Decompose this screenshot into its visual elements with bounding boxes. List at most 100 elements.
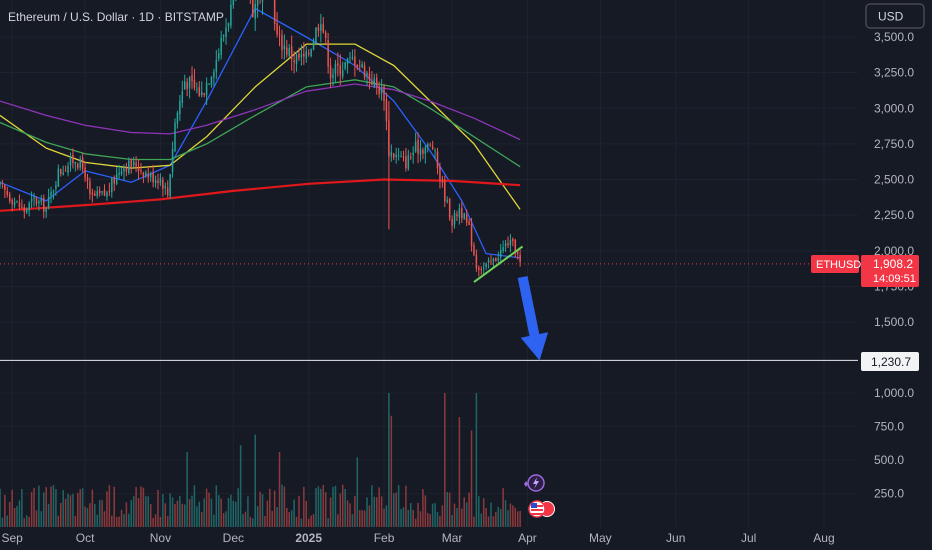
candle-body[interactable]: [453, 212, 456, 225]
candle-body[interactable]: [473, 245, 475, 255]
candle-body[interactable]: [16, 201, 18, 203]
candle-body[interactable]: [140, 169, 142, 172]
candle-body[interactable]: [368, 73, 371, 80]
candle-body[interactable]: [79, 159, 81, 168]
candle-body[interactable]: [91, 192, 94, 195]
candle-body[interactable]: [55, 185, 57, 189]
candle-body[interactable]: [256, 0, 259, 6]
candle-body[interactable]: [390, 152, 393, 157]
candle-body[interactable]: [130, 158, 133, 168]
candle-body[interactable]: [448, 199, 451, 219]
candle-body[interactable]: [106, 192, 108, 197]
candle-body[interactable]: [176, 112, 179, 124]
candle-body[interactable]: [366, 72, 368, 76]
candle-body[interactable]: [514, 239, 517, 253]
candle-body[interactable]: [446, 200, 448, 203]
candle-body[interactable]: [427, 144, 429, 148]
candle-body[interactable]: [57, 168, 60, 187]
candle-body[interactable]: [118, 172, 120, 175]
candle-body[interactable]: [108, 190, 111, 192]
candle-body[interactable]: [317, 27, 320, 31]
candle-body[interactable]: [86, 177, 89, 181]
candle-body[interactable]: [145, 172, 147, 176]
candle-body[interactable]: [77, 163, 79, 168]
candle-body[interactable]: [307, 52, 310, 55]
candle-body[interactable]: [519, 254, 521, 262]
candle-body[interactable]: [329, 65, 332, 79]
candle-body[interactable]: [402, 156, 405, 158]
candle-body[interactable]: [232, 0, 235, 6]
candle-body[interactable]: [278, 33, 281, 35]
candle-body[interactable]: [4, 185, 6, 191]
candle-body[interactable]: [188, 77, 191, 88]
candle-body[interactable]: [405, 156, 407, 169]
candle-body[interactable]: [341, 70, 344, 77]
candle-body[interactable]: [62, 172, 64, 175]
candle-body[interactable]: [407, 155, 410, 169]
candle-body[interactable]: [227, 23, 230, 27]
candle-body[interactable]: [334, 63, 337, 74]
candle-body[interactable]: [344, 62, 346, 69]
candle-body[interactable]: [98, 190, 101, 194]
candle-body[interactable]: [157, 180, 159, 184]
candle-body[interactable]: [288, 48, 290, 56]
candle-body[interactable]: [101, 191, 103, 193]
candle-body[interactable]: [303, 53, 305, 57]
candle-body[interactable]: [300, 54, 303, 58]
candle-body[interactable]: [174, 122, 176, 152]
candle-body[interactable]: [492, 258, 495, 262]
candle-body[interactable]: [516, 251, 519, 254]
candle-body[interactable]: [115, 174, 118, 185]
candle-body[interactable]: [186, 82, 188, 90]
candle-body[interactable]: [465, 214, 468, 223]
candle-body[interactable]: [42, 197, 45, 212]
candle-body[interactable]: [23, 207, 26, 213]
candle-body[interactable]: [149, 173, 152, 178]
candle-body[interactable]: [383, 86, 385, 101]
candle-body[interactable]: [412, 152, 414, 156]
candle-body[interactable]: [30, 198, 33, 202]
candle-body[interactable]: [475, 255, 478, 269]
candle-body[interactable]: [13, 202, 16, 206]
candle-body[interactable]: [363, 65, 366, 78]
candle-body[interactable]: [497, 258, 500, 261]
candle-body[interactable]: [154, 180, 157, 184]
time-axis[interactable]: [0, 527, 932, 550]
candle-body[interactable]: [312, 41, 315, 50]
candle-body[interactable]: [60, 168, 62, 174]
candle-body[interactable]: [322, 24, 325, 33]
candle-body[interactable]: [210, 76, 213, 85]
candle-body[interactable]: [456, 214, 458, 217]
candle-body[interactable]: [18, 202, 21, 208]
candle-body[interactable]: [261, 0, 264, 2]
candle-body[interactable]: [276, 23, 278, 35]
candle-body[interactable]: [324, 32, 327, 38]
candle-body[interactable]: [509, 239, 512, 246]
candle-body[interactable]: [74, 161, 77, 164]
candle-body[interactable]: [337, 63, 339, 66]
candle-body[interactable]: [215, 59, 218, 72]
candle-body[interactable]: [502, 247, 504, 251]
candle-body[interactable]: [424, 147, 427, 154]
candle-body[interactable]: [33, 197, 35, 199]
candle-body[interactable]: [512, 238, 514, 242]
candle-body[interactable]: [47, 196, 50, 209]
candle-body[interactable]: [293, 60, 295, 63]
candle-body[interactable]: [414, 141, 417, 152]
candle-body[interactable]: [132, 161, 135, 166]
candle-body[interactable]: [482, 267, 485, 269]
candle-body[interactable]: [159, 178, 162, 184]
candle-body[interactable]: [339, 65, 342, 75]
candle-body[interactable]: [52, 190, 55, 192]
candle-body[interactable]: [478, 267, 480, 270]
candle-body[interactable]: [354, 56, 356, 66]
candle-body[interactable]: [252, 0, 254, 17]
candle-body[interactable]: [444, 181, 446, 202]
candle-body[interactable]: [6, 191, 9, 196]
us-flag-icon[interactable]: [528, 500, 555, 518]
candle-body[interactable]: [45, 207, 47, 212]
candle-body[interactable]: [375, 77, 378, 85]
candle-body[interactable]: [137, 167, 140, 172]
candle-body[interactable]: [0, 181, 1, 186]
